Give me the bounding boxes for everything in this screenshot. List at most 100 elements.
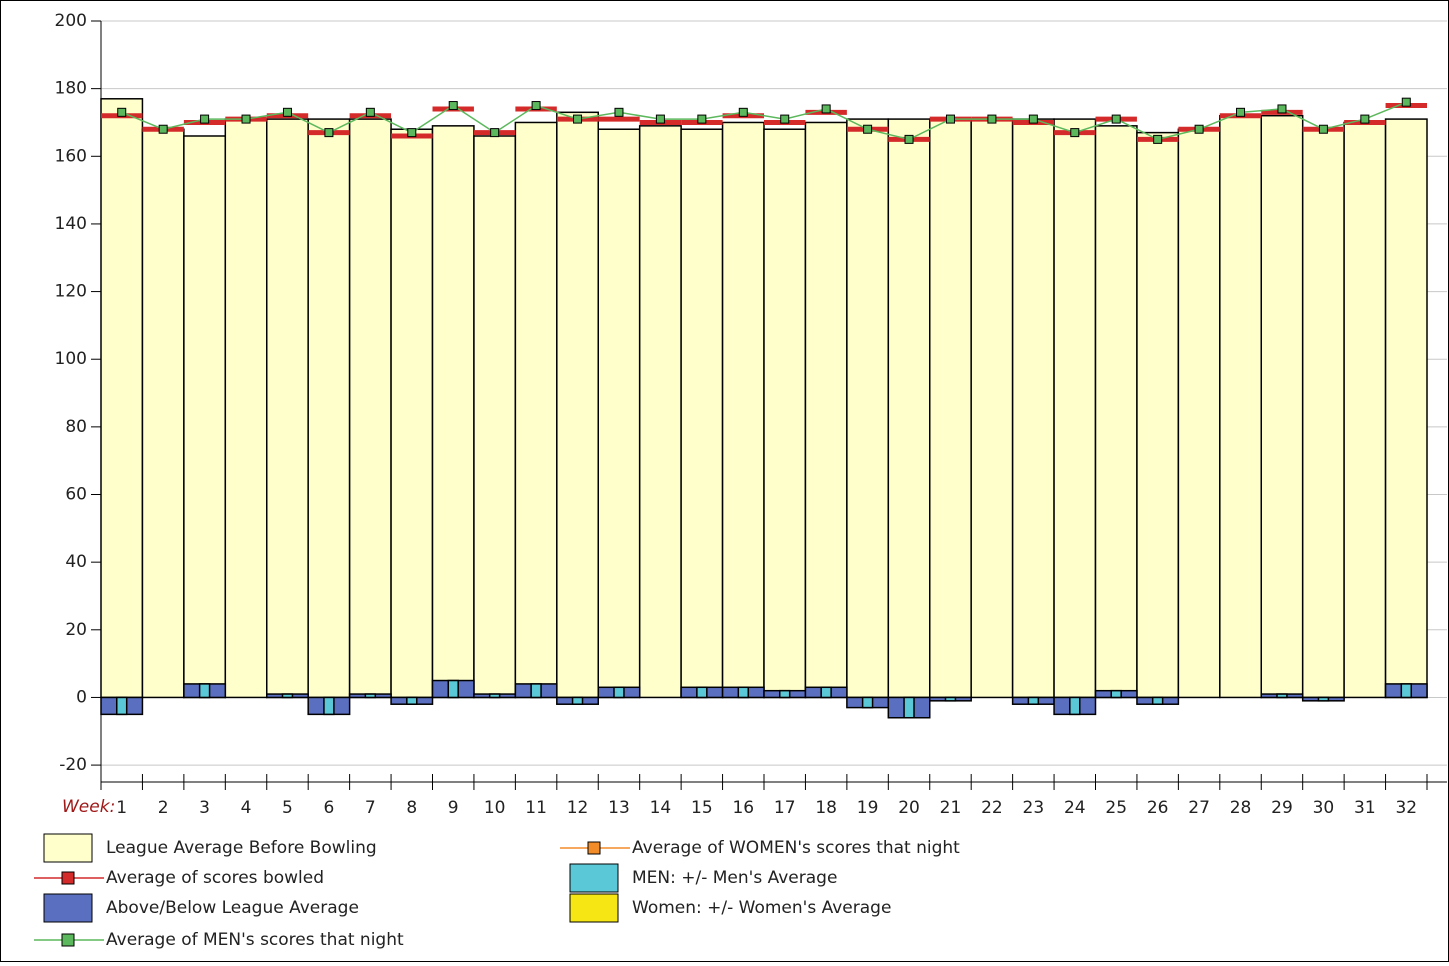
x-tick-label: 6	[323, 798, 334, 818]
bar	[1384, 118, 1428, 699]
x-tick-label: 3	[199, 798, 210, 818]
legend-marker	[61, 933, 75, 947]
inner-bar	[778, 689, 791, 699]
marker	[158, 124, 168, 134]
x-tick-label: 11	[525, 798, 547, 818]
inner-bar	[1151, 696, 1164, 705]
bar	[348, 118, 392, 699]
inner-bar	[530, 683, 542, 699]
x-tick-label: 10	[484, 798, 506, 818]
x-tick-label: 30	[1313, 798, 1335, 818]
marker	[531, 101, 541, 111]
x-axis-label: Week:	[62, 797, 115, 817]
bar	[266, 118, 309, 699]
legend-label: Women: +/- Women's Average	[632, 898, 891, 918]
bar	[1136, 131, 1180, 699]
bar	[1260, 114, 1304, 699]
x-tick-label: 25	[1105, 798, 1127, 818]
marker	[490, 128, 500, 138]
marker	[1318, 124, 1328, 134]
x-tick-label: 17	[774, 798, 796, 818]
legend-swatch	[569, 893, 619, 923]
bar	[721, 121, 765, 699]
bar	[224, 118, 268, 699]
marker	[904, 134, 914, 144]
x-tick-label: 13	[608, 798, 630, 818]
inner-bar	[613, 686, 625, 699]
inner-bar	[861, 696, 874, 709]
bar	[1177, 128, 1221, 699]
legend-label: Average of MEN's scores that night	[106, 930, 404, 950]
bar	[514, 121, 558, 699]
line	[121, 101, 1407, 141]
bar	[804, 121, 848, 699]
inner-bar	[944, 696, 957, 702]
bar	[100, 98, 144, 699]
marker	[1153, 134, 1163, 144]
marker	[1111, 114, 1121, 124]
marker	[324, 128, 334, 138]
x-tick-label: 18	[815, 798, 837, 818]
x-tick-label: 1	[116, 798, 127, 818]
inner-bar	[115, 696, 128, 716]
x-tick-label: 8	[406, 798, 417, 818]
y-tick-label: 80	[65, 417, 87, 437]
x-tick-label: 7	[365, 798, 376, 818]
bar	[887, 118, 931, 699]
marker	[1236, 107, 1246, 117]
bar	[597, 128, 641, 699]
inner-bar	[903, 696, 915, 719]
inner-bar	[1276, 693, 1288, 699]
legend-swatch	[43, 833, 93, 863]
bar	[1343, 121, 1387, 699]
legend-marker	[587, 841, 601, 855]
marker	[1277, 104, 1287, 114]
marker	[738, 107, 748, 117]
legend-label: Average of WOMEN's scores that night	[632, 838, 960, 858]
inner-bar	[364, 693, 377, 699]
marker	[573, 114, 583, 124]
inner-bar	[323, 696, 335, 716]
bar	[473, 135, 517, 699]
marker	[200, 114, 210, 124]
bar	[183, 135, 227, 699]
x-tick-label: 12	[567, 798, 589, 818]
y-tick-label: 60	[65, 485, 87, 505]
bar	[1094, 125, 1138, 699]
x-tick-label: 15	[691, 798, 713, 818]
y-tick-label: 100	[55, 349, 87, 369]
marker	[282, 107, 292, 117]
x-tick-label: 14	[650, 798, 672, 818]
inner-bar	[1317, 696, 1330, 702]
legend-swatch	[569, 863, 619, 893]
inner-bar	[1110, 689, 1122, 699]
inner-bar	[1069, 696, 1081, 716]
inner-bar	[1400, 683, 1413, 699]
marker	[987, 114, 997, 124]
y-tick-label: 180	[55, 79, 87, 99]
bar	[1219, 114, 1262, 699]
x-tick-label: 27	[1188, 798, 1210, 818]
bar	[846, 118, 890, 699]
bar	[141, 128, 185, 699]
marker	[365, 107, 375, 117]
bar	[929, 118, 972, 699]
x-tick-label: 26	[1147, 798, 1169, 818]
y-tick-label: -20	[59, 755, 87, 775]
marker	[655, 114, 665, 124]
y-tick-label: 20	[65, 620, 87, 640]
x-tick-label: 23	[1023, 798, 1045, 818]
inner-bar	[488, 693, 501, 699]
legend-swatch	[43, 893, 93, 923]
marker	[1194, 124, 1204, 134]
legend-label: MEN: +/- Men's Average	[632, 868, 837, 888]
inner-bar	[820, 686, 832, 699]
y-tick-label: 0	[76, 687, 87, 707]
x-tick-label: 28	[1230, 798, 1252, 818]
bar	[307, 118, 351, 699]
marker	[780, 114, 790, 124]
marker	[1028, 114, 1038, 124]
x-tick-label: 19	[857, 798, 879, 818]
legend-label: Average of scores bowled	[106, 868, 324, 888]
inner-bar	[198, 683, 211, 699]
